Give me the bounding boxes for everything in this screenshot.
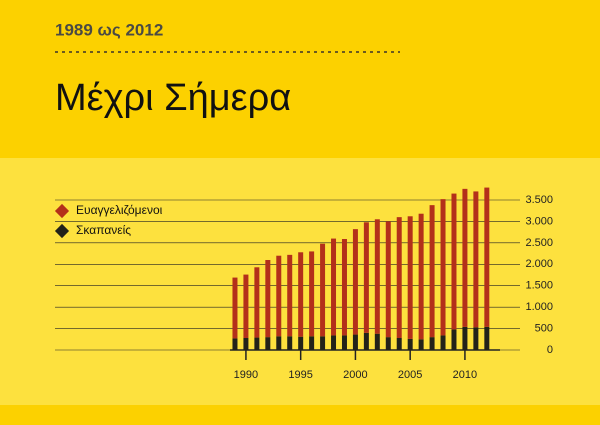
bar-segment	[385, 221, 391, 338]
bar-segment	[418, 339, 424, 350]
x-tick-label: 2005	[398, 369, 422, 381]
y-tick-label: 0	[547, 344, 553, 356]
bar-segment	[320, 243, 326, 337]
bar-segment	[407, 216, 413, 339]
bar-segment	[462, 188, 468, 327]
bar-segment	[276, 255, 282, 337]
x-tick-label: 1995	[288, 369, 312, 381]
bar-segment	[298, 252, 304, 337]
bar-segment	[243, 274, 249, 338]
x-tick-label: 1990	[234, 369, 258, 381]
x-tick-label: 2000	[343, 369, 367, 381]
bar-segment	[473, 191, 479, 328]
bar-segment	[407, 338, 413, 350]
bar-segment	[298, 336, 304, 350]
bar-segment	[484, 326, 490, 350]
x-tick-label: 2010	[453, 369, 477, 381]
bar-segment	[396, 217, 402, 338]
bar-segment	[440, 199, 446, 336]
bar-segment	[451, 193, 457, 330]
bar-segment	[440, 335, 446, 350]
bar-segment	[232, 338, 238, 350]
bar-segment	[418, 213, 424, 340]
bar-segment	[287, 254, 293, 337]
y-tick-label: 2.000	[525, 258, 553, 270]
title: Μέχρι Σήμερα	[55, 77, 291, 119]
bar-segment	[309, 251, 315, 337]
bar-segment	[341, 335, 347, 350]
y-tick-label: 3.500	[525, 194, 553, 206]
bar-segment	[309, 336, 315, 350]
bar-segment	[462, 326, 468, 350]
y-tick-label: 1.000	[525, 301, 553, 313]
bar-segment	[451, 329, 457, 350]
bar-segment	[287, 336, 293, 350]
bar-segment	[254, 337, 260, 350]
bar-segment	[473, 327, 479, 350]
bar-segment	[363, 332, 369, 350]
bar-segment	[265, 260, 271, 338]
bar-segment	[276, 336, 282, 350]
subtitle: 1989 ως 2012	[55, 20, 163, 39]
bar-segment	[341, 239, 347, 336]
bar-segment	[232, 277, 238, 339]
bar-segment	[484, 187, 490, 327]
bar-segment	[352, 334, 358, 350]
legend-label: Σκαπανείς	[76, 223, 131, 237]
bar-segment	[331, 335, 337, 350]
bar-segment	[320, 336, 326, 350]
bar-segment	[363, 222, 369, 333]
bar-segment	[385, 337, 391, 350]
legend-label: Ευαγγελιζόμενοι	[76, 203, 163, 217]
header-band	[0, 0, 600, 158]
y-tick-label: 2.500	[525, 237, 553, 249]
footer-band	[0, 405, 600, 425]
bar-segment	[331, 238, 337, 336]
bar-segment	[429, 205, 435, 338]
y-tick-label: 3.000	[525, 215, 553, 227]
bar-segment	[374, 333, 380, 350]
bar-segment	[254, 267, 260, 338]
bar-segment	[374, 219, 380, 334]
bar-segment	[352, 229, 358, 335]
bar-segment	[243, 338, 249, 350]
y-tick-label: 1.500	[525, 280, 553, 292]
bar-segment	[429, 337, 435, 350]
bar-segment	[265, 337, 271, 350]
bar-segment	[396, 338, 402, 350]
y-tick-label: 500	[535, 322, 553, 334]
